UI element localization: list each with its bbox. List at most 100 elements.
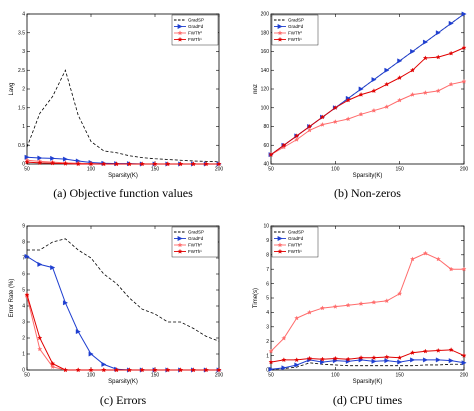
data-point <box>307 127 313 133</box>
data-point <box>50 160 56 166</box>
y-tick-label: 1 <box>22 352 25 358</box>
data-point <box>281 142 287 148</box>
series-4 <box>268 45 467 157</box>
data-point <box>152 161 158 167</box>
series-1 <box>270 362 464 370</box>
data-point <box>461 360 467 366</box>
data-point <box>63 300 69 306</box>
legend-label: FWTh⁰ <box>188 31 202 36</box>
legend-label: GradSP <box>288 230 304 235</box>
data-point <box>75 329 81 335</box>
y-tick-label: 140 <box>261 68 270 74</box>
y-tick-label: 6 <box>22 272 25 278</box>
x-tick-label: 100 <box>331 167 340 173</box>
data-point <box>37 346 43 352</box>
y-axis-label: Time(s) <box>253 288 259 308</box>
figure-caption: (b) Non-zeros <box>334 186 401 200</box>
y-tick-label: 9 <box>22 224 25 230</box>
data-point <box>410 350 416 355</box>
data-point <box>319 122 325 127</box>
figure-caption: (c) Errors <box>100 393 147 407</box>
data-point <box>294 357 300 363</box>
data-point <box>24 292 30 297</box>
series-line <box>26 294 219 371</box>
data-point <box>410 92 416 97</box>
data-point <box>101 367 107 373</box>
series-line <box>270 252 464 352</box>
figure-caption: (a) Objective function values <box>53 186 193 200</box>
data-point <box>307 355 313 361</box>
data-point <box>62 161 68 166</box>
series-line <box>26 161 219 165</box>
y-tick-label: 8 <box>266 253 269 259</box>
data-point <box>332 304 338 309</box>
chart-panel-4: 0 1 2 3 4 5 6 7 8 9 10 50 100 150 200 Sparsity(K) Time(s… <box>253 224 468 385</box>
y-tick-label: 4 <box>22 12 25 18</box>
data-point <box>358 92 364 97</box>
x-tick-label: 150 <box>395 167 404 173</box>
data-point <box>281 357 287 363</box>
data-point <box>448 20 454 26</box>
series-line <box>270 349 465 363</box>
data-point <box>88 161 94 167</box>
data-point <box>332 119 338 124</box>
chart-panel-3: 0 1 2 3 4 5 6 7 8 9 50 100 150 200 Sparsity(K) Error Ra… <box>9 224 223 385</box>
data-point <box>281 335 287 341</box>
data-point <box>345 116 351 122</box>
data-point <box>461 11 467 17</box>
y-tick-label: 100 <box>261 105 270 111</box>
x-tick-label: 150 <box>151 373 160 379</box>
y-tick-label: 80 <box>263 124 269 130</box>
figure-caption: (d) CPU times <box>333 393 403 407</box>
data-point <box>216 161 222 167</box>
data-point <box>101 161 107 167</box>
legend-label: FWTh⁰ <box>288 243 302 248</box>
series-line <box>270 47 465 156</box>
data-point <box>114 161 120 167</box>
y-tick-label: 5 <box>22 288 25 294</box>
legend-marker <box>277 248 283 254</box>
data-point <box>371 358 377 364</box>
legend-marker <box>177 242 183 248</box>
data-point <box>384 358 390 364</box>
legend-label: FWTh¹ <box>188 249 202 254</box>
data-point <box>435 54 441 60</box>
data-point <box>422 90 428 95</box>
data-point <box>203 367 209 373</box>
legend-marker <box>177 36 183 42</box>
data-point <box>410 357 416 363</box>
legend-label: GradFd <box>288 24 304 29</box>
data-point <box>332 355 338 361</box>
data-point <box>358 111 364 117</box>
legend-marker <box>277 30 283 36</box>
data-point <box>384 81 390 87</box>
x-tick-label: 200 <box>460 373 469 379</box>
data-point <box>294 133 300 138</box>
y-tick-label: 0.5 <box>18 143 25 149</box>
data-point <box>63 156 69 162</box>
data-point <box>461 353 467 358</box>
data-point <box>345 302 351 308</box>
series-4 <box>24 159 222 167</box>
data-point <box>435 256 441 262</box>
x-tick-label: 150 <box>395 373 404 379</box>
legend-label: FWTh¹ <box>188 37 202 42</box>
data-point <box>101 361 107 367</box>
y-tick-label: 2 <box>22 336 25 342</box>
data-point <box>397 58 403 64</box>
data-point <box>50 364 56 369</box>
data-point <box>461 266 467 272</box>
data-point <box>422 250 428 256</box>
data-point <box>410 67 416 73</box>
legend-label: GradFd <box>288 236 304 241</box>
data-point <box>371 77 377 83</box>
data-point <box>307 309 313 315</box>
data-point <box>345 356 351 362</box>
data-point <box>75 367 81 373</box>
data-point <box>448 347 454 352</box>
data-point <box>423 357 429 363</box>
x-tick-label: 100 <box>87 373 96 379</box>
